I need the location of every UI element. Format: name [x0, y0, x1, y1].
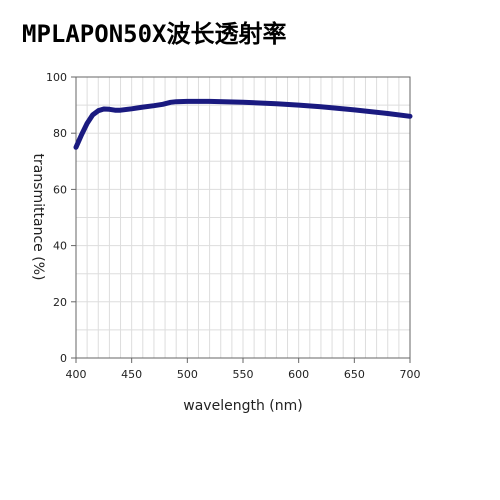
x-tick-label: 700: [400, 368, 421, 381]
x-tick-label: 650: [344, 368, 365, 381]
y-tick-label: 80: [53, 127, 67, 140]
y-axis-label: transmittance (%): [30, 154, 46, 281]
x-tick-label: 400: [66, 368, 87, 381]
series-line-0: [73, 98, 413, 150]
axes: [71, 76, 411, 363]
y-tick-label: 60: [53, 183, 67, 196]
y-tick-label: 100: [46, 71, 67, 84]
x-tick-label: 600: [288, 368, 309, 381]
tick-labels: 400 450 500 550 600 650 700 0 20 40 60 80 100: [46, 71, 421, 381]
series-group: [73, 98, 413, 150]
y-tick-label: 0: [60, 352, 67, 365]
x-tick-label: 500: [177, 368, 198, 381]
x-tick-label: 550: [233, 368, 254, 381]
x-tick-label: 450: [121, 368, 142, 381]
chart-title: MPLAPON50X波长透射率: [22, 20, 287, 48]
y-tick-label: 40: [53, 240, 67, 253]
y-tick-label: 20: [53, 296, 67, 309]
x-axis-label: wavelength (nm): [183, 398, 302, 414]
